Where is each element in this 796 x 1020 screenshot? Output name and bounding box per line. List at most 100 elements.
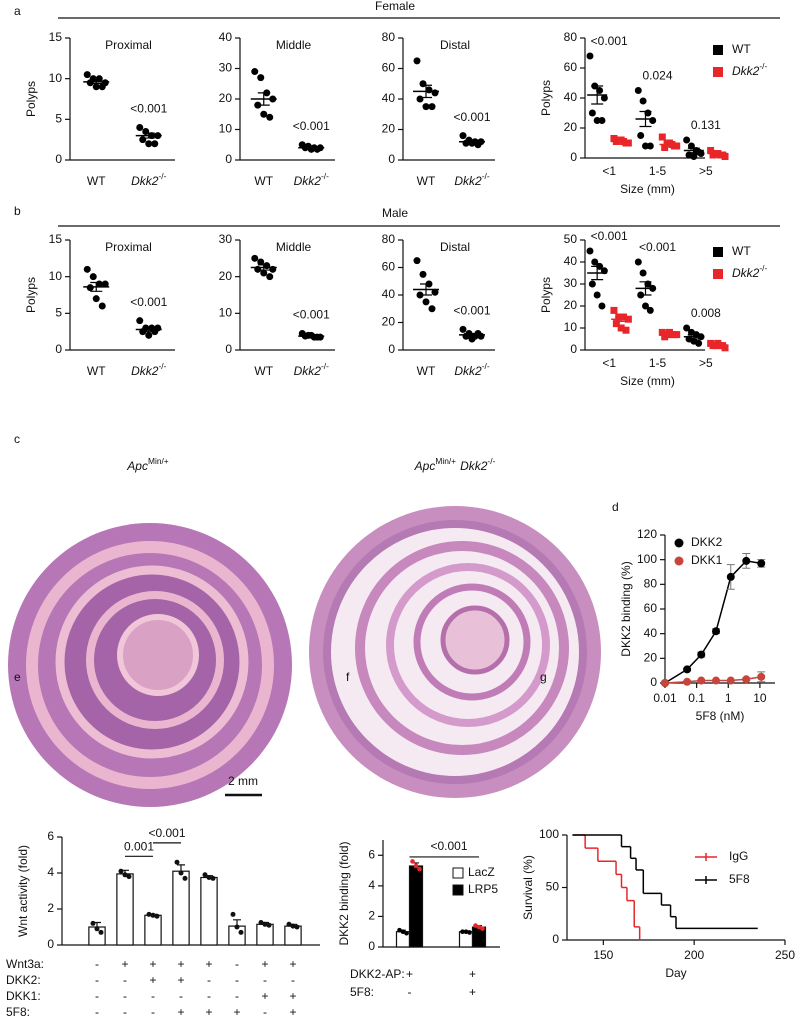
data-point xyxy=(726,572,735,581)
data-point xyxy=(610,306,618,314)
x-tick-label: >5 xyxy=(699,164,713,178)
data-point xyxy=(290,923,296,929)
data-point xyxy=(154,913,160,919)
condition-sign: - xyxy=(235,957,239,971)
data-point xyxy=(642,142,649,150)
data-point xyxy=(467,930,472,935)
data-point xyxy=(136,317,144,325)
condition-sign: + xyxy=(289,1005,296,1019)
tissue xyxy=(86,591,224,729)
data-point xyxy=(588,280,596,288)
panel-letter: c xyxy=(14,432,20,446)
data-point xyxy=(683,136,691,144)
x-tick-label: WT xyxy=(417,174,436,188)
y-axis-label: Polyps xyxy=(24,81,38,117)
legend-label: WT xyxy=(732,244,751,258)
y-tick-label: 40 xyxy=(644,626,658,640)
error-bar xyxy=(177,864,185,872)
y-tick-label: 100 xyxy=(637,552,657,566)
data-point xyxy=(642,302,649,310)
sem-bar xyxy=(711,152,724,155)
data-point xyxy=(714,339,722,347)
x-tick-label: 10 xyxy=(753,691,767,705)
condition-name: DKK2: xyxy=(6,973,41,987)
legend-swatch xyxy=(713,45,723,55)
x-tick-label: WT xyxy=(87,174,106,188)
y-axis-label: Wnt activity (fold) xyxy=(16,845,30,937)
scale-bar-label: 2 mm xyxy=(228,774,258,788)
legend-label-sup: -/- xyxy=(759,61,767,71)
data-point xyxy=(661,333,669,341)
y-tick-label: 20 xyxy=(644,651,658,665)
data-point xyxy=(612,320,620,328)
y-tick-label: 60 xyxy=(644,601,658,615)
data-point xyxy=(646,142,654,150)
data-point xyxy=(94,926,100,932)
data-point xyxy=(83,265,91,273)
y-tick-label: 100 xyxy=(539,827,559,841)
data-point xyxy=(139,136,147,144)
data-point xyxy=(428,103,436,111)
data-point xyxy=(707,147,715,154)
plot-title: Proximal xyxy=(105,38,152,52)
data-point xyxy=(419,270,427,278)
plot-title: Middle xyxy=(276,38,312,52)
legend-label: WT xyxy=(732,42,751,56)
x-tick-label-sup: -/- xyxy=(321,171,329,181)
p-value: <0.001 xyxy=(453,304,490,318)
sem-bar xyxy=(639,110,652,128)
condition-name: Wnt3a: xyxy=(6,957,44,971)
data-point xyxy=(639,269,647,277)
y-tick-label: 20 xyxy=(564,120,578,134)
p-value: 0.008 xyxy=(691,306,721,320)
bar xyxy=(200,876,218,946)
y-tick-label: 60 xyxy=(564,60,578,74)
legend-label-text: WT xyxy=(732,244,751,258)
x-tick-label-sup: -/- xyxy=(158,361,166,371)
data-point xyxy=(598,302,606,310)
data-point xyxy=(683,665,692,674)
comparison-label: <0.001 xyxy=(148,826,185,840)
x-tick-label: 1 xyxy=(725,691,732,705)
condition-sign: + xyxy=(469,985,476,999)
y-tick-label: 80 xyxy=(564,30,578,44)
data-point xyxy=(697,676,706,685)
image-label-sup: -/- xyxy=(487,456,495,466)
x-tick-label: WT xyxy=(254,364,273,378)
condition-sign: - xyxy=(207,973,211,987)
data-point xyxy=(757,559,766,568)
data-point xyxy=(712,676,721,685)
legend-label-text: WT xyxy=(732,42,751,56)
panel-letter: g xyxy=(540,670,547,684)
legend-label: LRP5 xyxy=(468,882,498,896)
sem-bar xyxy=(305,146,318,150)
data-point xyxy=(89,273,97,281)
data-point xyxy=(661,679,669,687)
sem-bar xyxy=(257,92,270,106)
condition-sign: + xyxy=(469,967,476,981)
x-tick-label-text: Dkk2 xyxy=(294,364,322,378)
x-tick-label-text: WT xyxy=(254,174,273,188)
data-point xyxy=(126,874,132,880)
image-label-sup: Min/+ xyxy=(148,456,169,466)
condition-sign: - xyxy=(291,973,295,987)
legend-label: LacZ xyxy=(468,865,495,879)
data-point xyxy=(150,912,156,918)
data-point xyxy=(210,875,216,881)
p-value: <0.001 xyxy=(293,308,330,322)
y-tick-label: 0 xyxy=(388,342,395,356)
y-tick-label: 50 xyxy=(546,880,560,894)
x-tick-label: Dkk2-/- xyxy=(131,361,166,378)
comparison-label: 0.001 xyxy=(124,839,154,853)
condition-name: 5F8: xyxy=(6,1005,30,1019)
y-tick-label: 15 xyxy=(49,232,63,246)
image-label-text: Apc xyxy=(126,459,148,473)
sem-bar xyxy=(305,334,318,338)
condition-sign: + xyxy=(233,1005,240,1019)
data-point xyxy=(459,325,467,333)
data-point xyxy=(251,254,259,262)
legend-label: DKK2 xyxy=(691,535,723,549)
tissue xyxy=(386,563,550,727)
data-point xyxy=(598,117,606,124)
y-tick-label: 20 xyxy=(382,122,396,136)
